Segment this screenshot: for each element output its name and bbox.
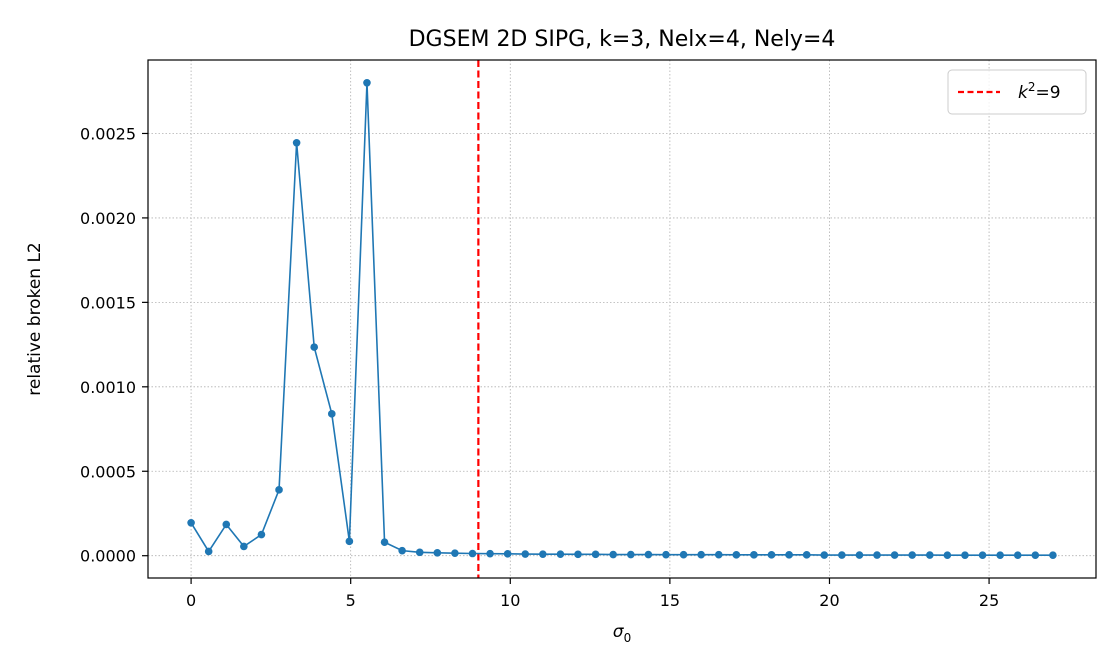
- y-tick-label: 0.0020: [80, 209, 136, 228]
- data-point: [363, 79, 371, 87]
- data-point: [978, 551, 987, 559]
- data-point: [908, 551, 917, 559]
- x-tick-label: 0: [186, 591, 196, 610]
- data-point: [1049, 551, 1057, 559]
- x-axis-label-subscript: 0: [624, 631, 632, 645]
- data-point: [187, 518, 195, 527]
- x-tick-label: 20: [819, 591, 839, 610]
- data-point: [327, 410, 336, 418]
- y-tick-label: 0.0025: [80, 124, 136, 143]
- data-point: [451, 549, 459, 557]
- data-point: [222, 520, 231, 529]
- data-point: [275, 486, 283, 494]
- series-line: [190, 82, 1053, 557]
- data-point: [732, 551, 741, 559]
- y-tick-label: 0.0000: [80, 547, 136, 566]
- data-point: [292, 138, 301, 147]
- x-tick-label: 5: [346, 591, 356, 610]
- data-point: [996, 551, 1004, 559]
- data-point: [574, 550, 582, 559]
- plot-frame: [147, 59, 1097, 579]
- data-point: [855, 551, 864, 559]
- y-tick-label: 0.0010: [80, 378, 136, 397]
- data-point: [925, 551, 934, 559]
- data-point: [697, 550, 705, 559]
- x-tick-label: 10: [500, 591, 520, 610]
- data-point: [873, 551, 881, 559]
- data-point: [609, 550, 617, 559]
- data-point: [943, 551, 952, 559]
- data-point: [310, 343, 319, 351]
- data-point: [539, 550, 547, 558]
- legend-box: [947, 69, 1087, 115]
- data-point: [785, 551, 793, 559]
- grid-lines: [148, 60, 1096, 578]
- y-axis-label: relative broken L2: [25, 242, 45, 396]
- data-point: [890, 551, 899, 559]
- data-point: [750, 551, 758, 559]
- chart-title: DGSEM 2D SIPG, k=3, Nelx=4, Nely=4: [409, 27, 836, 52]
- x-axis-label-base: σ: [613, 622, 625, 642]
- data-point: [345, 537, 354, 546]
- data-point: [1031, 551, 1040, 559]
- x-tick-label: 25: [979, 591, 999, 610]
- data-point: [503, 550, 512, 558]
- data-point: [627, 550, 635, 559]
- data-point: [714, 550, 723, 559]
- data-point: [591, 550, 600, 559]
- data-point: [1013, 551, 1022, 559]
- data-point: [204, 547, 213, 556]
- data-point: [415, 548, 424, 557]
- data-point: [662, 550, 670, 559]
- x-tick-label: 15: [660, 591, 680, 610]
- legend-label-suffix: =9: [1036, 83, 1061, 103]
- data-point: [468, 549, 477, 558]
- data-point: [679, 550, 688, 559]
- data-point: [257, 530, 266, 539]
- x-axis-label: σ0: [613, 622, 631, 645]
- ticks: 0 5 10 15 20 25 0.0000 0.0005 0.0010 0.0015 0.0020…: [80, 124, 999, 610]
- legend-entry-reference: k2=9: [1018, 80, 1061, 103]
- data-point: [767, 551, 776, 559]
- data-point: [521, 550, 530, 558]
- data-point: [820, 551, 829, 559]
- data-point: [398, 546, 406, 555]
- data-point: [380, 538, 389, 546]
- series-layer: [187, 79, 1057, 559]
- data-point: [644, 550, 653, 559]
- data-point: [802, 551, 811, 559]
- legend: k2=9: [947, 69, 1087, 115]
- data-point: [433, 549, 442, 557]
- legend-label-base: k: [1018, 83, 1029, 103]
- data-point: [838, 551, 846, 559]
- data-point: [556, 550, 565, 558]
- data-point: [961, 551, 969, 559]
- y-tick-label: 0.0005: [80, 462, 136, 481]
- legend-label-superscript: 2: [1028, 80, 1036, 94]
- y-tick-label: 0.0015: [80, 293, 136, 312]
- data-point: [486, 549, 494, 558]
- data-point: [240, 542, 248, 551]
